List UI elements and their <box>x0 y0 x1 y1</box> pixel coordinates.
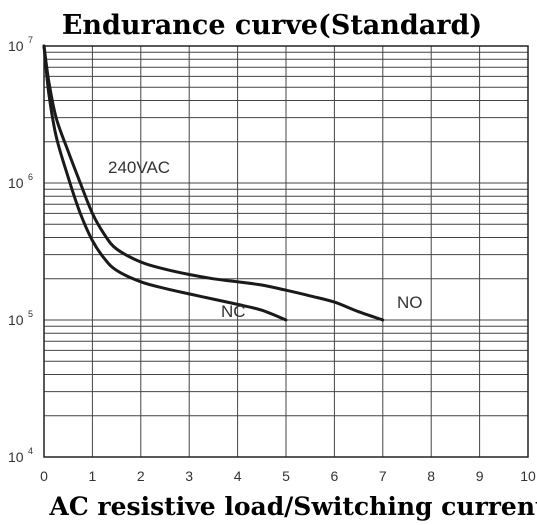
x-tick-label: 10 <box>520 468 536 484</box>
series-line-nc <box>42 44 288 322</box>
y-tick-exponent: 6 <box>28 172 33 182</box>
y-tick-label: 10 <box>8 175 24 191</box>
y-tick-exponent: 5 <box>28 309 33 319</box>
series-label-nc: NC <box>221 302 246 321</box>
grid-lines <box>43 45 529 458</box>
y-axis-ticks: 10 4 10 5 10 6 10 7 <box>8 35 33 465</box>
x-tick-label: 4 <box>234 468 242 484</box>
y-tick-label: 10 <box>8 38 24 54</box>
x-tick-label: 8 <box>427 468 435 484</box>
x-tick-label: 7 <box>379 468 387 484</box>
x-tick-label: 0 <box>40 468 48 484</box>
x-tick-label: 3 <box>185 468 193 484</box>
chart-title: Endurance curve(Standard) <box>62 10 482 41</box>
y-tick-label: 10 <box>8 449 24 465</box>
series-curves <box>42 44 385 322</box>
x-tick-label: 6 <box>331 468 339 484</box>
y-tick-exponent: 7 <box>28 35 33 45</box>
x-tick-label: 1 <box>89 468 97 484</box>
y-tick-exponent: 4 <box>28 446 33 456</box>
voltage-annotation: 240VAC <box>108 158 170 177</box>
y-tick-label: 10 <box>8 312 24 328</box>
series-label-no: NO <box>397 293 423 312</box>
x-tick-label: 5 <box>282 468 290 484</box>
x-tick-label: 2 <box>137 468 145 484</box>
x-axis-ticks: 0 2 4 6 8 10 1 3 5 7 9 <box>40 468 536 484</box>
x-axis-label: AC resistive load/Switching current <box>48 492 537 521</box>
x-tick-label: 9 <box>476 468 484 484</box>
series-line-no <box>42 44 385 322</box>
plot-frame <box>43 45 529 458</box>
